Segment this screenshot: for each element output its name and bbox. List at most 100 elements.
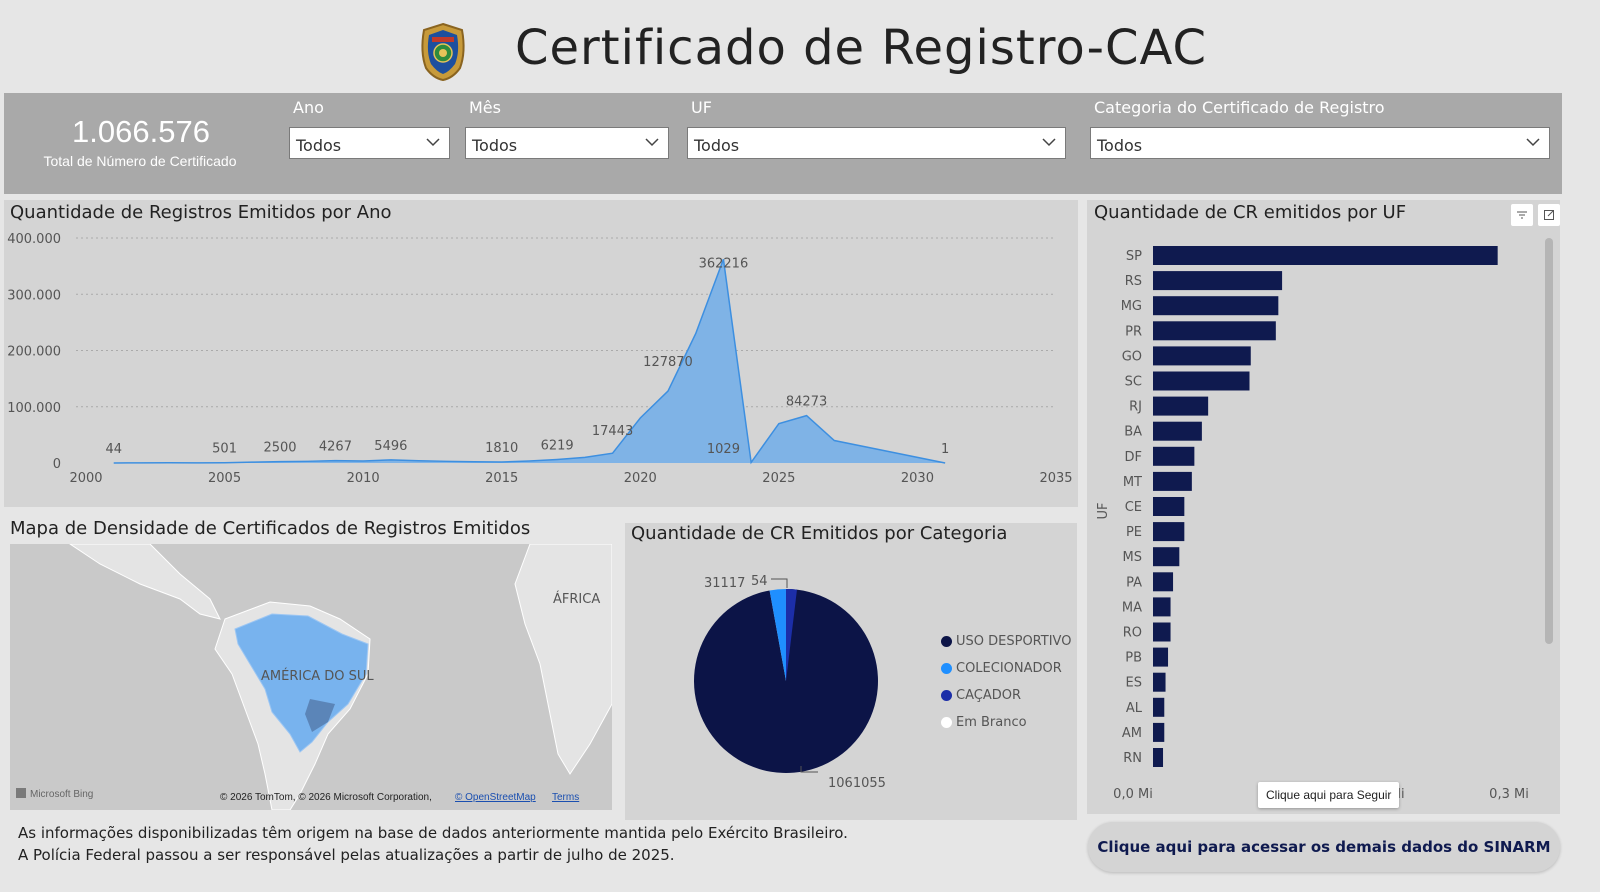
data-label: 362216 (699, 256, 749, 271)
bar-chart[interactable]: SP RS MG PR GO SC RJ BA DF MT CE PE MS PA MA RO PB ES AL AM… (1087, 230, 1542, 810)
data-label: 127870 (643, 355, 693, 370)
pie-slice-cacador[interactable] (785, 589, 797, 681)
bar-category-label: BA (1124, 425, 1142, 440)
filter-ano-select[interactable]: Todos (289, 127, 450, 159)
bar-category-label: RO (1123, 626, 1142, 641)
bar-sp[interactable] (1153, 246, 1498, 265)
bar-rn[interactable] (1153, 748, 1164, 767)
terms-link[interactable]: Terms (552, 792, 579, 803)
bar-x-tick-label: 0,3 Mi (1489, 787, 1529, 802)
bar-pr[interactable] (1153, 321, 1276, 341)
bar-category-label: PE (1126, 525, 1142, 540)
pie-legend: USO DESPORTIVO COLECIONADOR CAÇADOR Em B… (941, 630, 1071, 733)
filter-icon[interactable] (1511, 204, 1533, 226)
filter-mes-value: Todos (472, 136, 518, 155)
bar-mt[interactable] (1153, 471, 1192, 491)
bar-pe[interactable] (1153, 522, 1185, 542)
bar-ba[interactable] (1153, 421, 1202, 441)
data-label: 84273 (786, 395, 827, 410)
bar-category-label: PB (1125, 651, 1142, 666)
bar-category-label: SP (1126, 249, 1142, 264)
x-tick-label: 2005 (208, 471, 241, 486)
x-tick-label: 2020 (624, 471, 657, 486)
chevron-down-icon (426, 138, 440, 147)
legend-item-em-branco[interactable]: Em Branco (941, 711, 1071, 733)
bar-category-label: SC (1125, 375, 1142, 390)
bar-category-label: MG (1121, 299, 1142, 314)
bar-df[interactable] (1153, 446, 1195, 466)
data-label: 1 (941, 442, 949, 457)
filter-uf-label: UF (691, 98, 712, 117)
area-chart[interactable]: 0 100.000 200.000 300.000 400.000 2000 2005 201… (4, 225, 1078, 495)
legend-item-colecionador[interactable]: COLECIONADOR (941, 657, 1071, 679)
legend-dot (941, 635, 952, 647)
bar-ce[interactable] (1153, 497, 1185, 516)
bar-am[interactable] (1153, 722, 1165, 742)
x-tick-label: 2015 (485, 471, 518, 486)
bar-rj[interactable] (1153, 396, 1209, 416)
legend-label: Em Branco (956, 714, 1027, 730)
bar-ms[interactable] (1153, 547, 1180, 567)
data-label: 44 (105, 442, 122, 457)
pie-data-label: 31117 (704, 576, 745, 591)
filter-mes-label: Mês (469, 98, 501, 117)
bar-pb[interactable] (1153, 647, 1169, 667)
bar-category-label: PR (1125, 324, 1142, 339)
chevron-down-icon (1526, 138, 1540, 147)
bar-al[interactable] (1153, 697, 1165, 717)
footer-line-2: A Polícia Federal passou a ser responsáv… (18, 846, 675, 864)
data-label: 6219 (541, 439, 574, 454)
tooltip: Clique aqui para Seguir (1258, 782, 1400, 808)
data-label: 501 (212, 442, 237, 457)
pie-chart[interactable]: 1061055 31117 54 (625, 550, 935, 815)
bing-logo-icon (16, 788, 26, 798)
filter-categoria-select[interactable]: Todos (1090, 127, 1550, 159)
bar-category-label: RJ (1129, 400, 1142, 415)
map-title: Mapa de Densidade de Certificados de Reg… (10, 518, 531, 539)
bar-x-tick-label: 0,0 Mi (1113, 787, 1153, 802)
legend-dot (941, 716, 952, 728)
sinarm-button[interactable]: Clique aqui para acessar os demais dados… (1088, 822, 1560, 872)
bar-category-label: DF (1125, 450, 1143, 465)
legend-dot (941, 662, 952, 674)
header-bar (4, 0, 1596, 93)
kpi-total-value: 1.066.576 (72, 114, 210, 149)
bar-scrollbar[interactable] (1545, 238, 1553, 644)
pie-title: Quantidade de CR Emitidos por Categoria (631, 523, 1008, 544)
focus-mode-icon[interactable] (1538, 204, 1560, 226)
bar-sc[interactable] (1153, 371, 1250, 391)
density-map[interactable]: ÁFRICA AMÉRICA DO SUL Microsoft Bing © 2… (10, 544, 612, 810)
footer-line-1: As informações disponibilizadas têm orig… (18, 824, 848, 842)
filter-mes-select[interactable]: Todos (465, 127, 669, 159)
bar-category-label: MS (1123, 550, 1142, 565)
filter-uf-select[interactable]: Todos (687, 127, 1066, 159)
y-tick-label: 300.000 (7, 288, 61, 303)
bar-es[interactable] (1153, 672, 1166, 692)
policia-federal-badge-icon (421, 22, 465, 82)
bar-category-label: RS (1125, 274, 1142, 289)
x-tick-label: 2025 (762, 471, 795, 486)
filter-categoria-label: Categoria do Certificado de Registro (1094, 98, 1385, 117)
legend-item-uso-desportivo[interactable]: USO DESPORTIVO (941, 630, 1071, 652)
legend-item-cacador[interactable]: CAÇADOR (941, 684, 1071, 706)
data-label: 4267 (319, 440, 352, 455)
bar-go[interactable] (1153, 346, 1251, 366)
osm-link[interactable]: © OpenStreetMap (455, 792, 536, 803)
bar-mg[interactable] (1153, 296, 1279, 316)
bar-ma[interactable] (1153, 597, 1171, 617)
bar-pa[interactable] (1153, 572, 1174, 592)
legend-dot (941, 689, 952, 701)
pie-data-label: 1061055 (828, 776, 886, 791)
bar-ro[interactable] (1153, 622, 1171, 642)
pie-slice-colecionador[interactable] (769, 589, 786, 681)
pie-leader-line (800, 766, 818, 773)
y-tick-label: 100.000 (7, 401, 61, 416)
data-label: 1029 (707, 442, 740, 457)
bar-category-label: RN (1123, 751, 1142, 766)
pie-leader-line (771, 578, 788, 588)
bar-y-axis-label: UF (1096, 503, 1111, 520)
expand-icon (1544, 210, 1554, 220)
bar-rs[interactable] (1153, 271, 1283, 291)
data-label: 17443 (592, 424, 633, 439)
bar-category-label: AL (1126, 701, 1143, 716)
